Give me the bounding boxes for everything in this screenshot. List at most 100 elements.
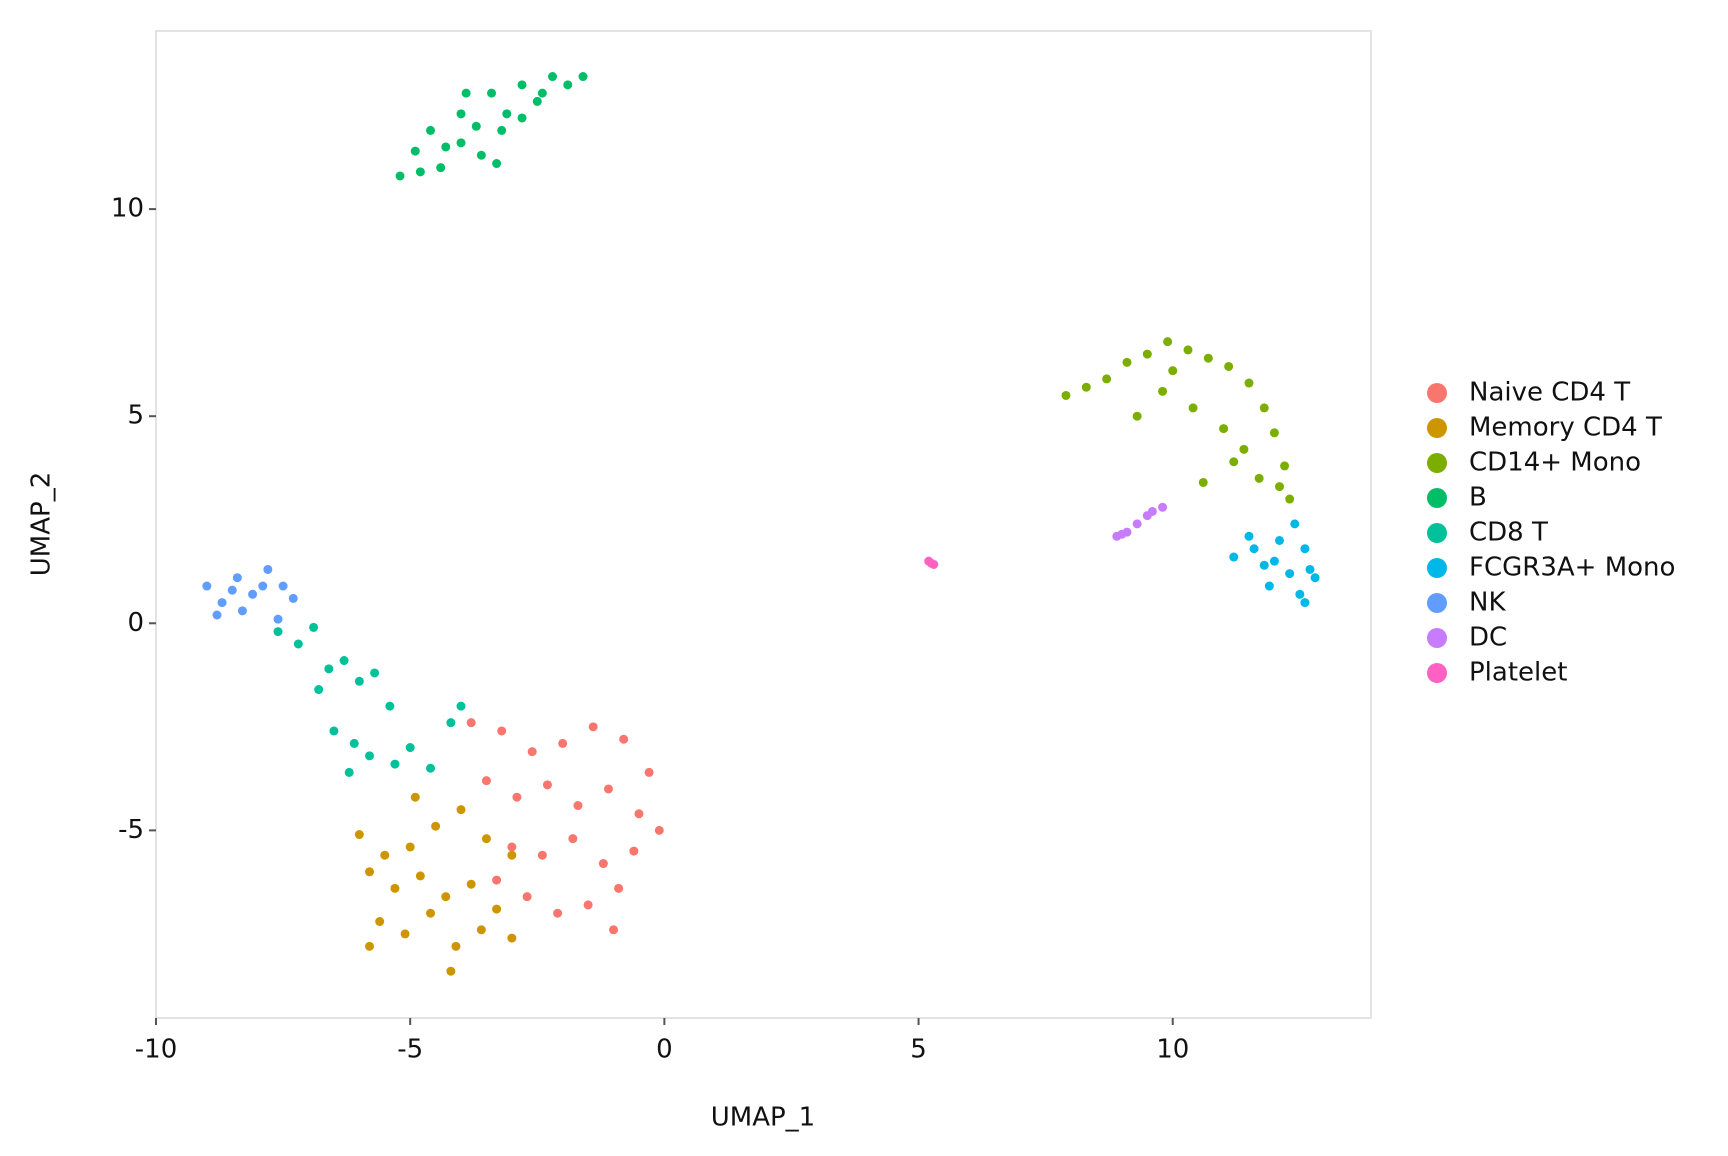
point <box>273 627 283 637</box>
point <box>263 564 273 574</box>
point <box>1102 374 1112 384</box>
legend-label: B <box>1469 483 1487 513</box>
point <box>237 606 247 616</box>
point <box>1081 382 1091 392</box>
point <box>578 72 588 82</box>
point <box>1239 444 1249 454</box>
point <box>1198 477 1208 487</box>
point <box>375 916 385 926</box>
point <box>390 759 400 769</box>
point <box>1310 573 1320 583</box>
point <box>1300 598 1310 608</box>
point <box>492 159 502 169</box>
point <box>481 776 491 786</box>
point <box>365 941 375 951</box>
point <box>324 664 334 674</box>
point <box>273 614 283 624</box>
legend-label: CD14+ Mono <box>1469 448 1641 478</box>
legend-key <box>1427 593 1447 613</box>
legend-key <box>1427 383 1447 403</box>
point <box>588 722 598 732</box>
legend-label: Platelet <box>1469 658 1567 688</box>
point <box>415 167 425 177</box>
point <box>1132 519 1142 529</box>
point <box>609 925 619 935</box>
x-tick-label: 5 <box>910 1035 927 1065</box>
point <box>492 875 502 885</box>
point <box>212 610 222 620</box>
point <box>227 585 237 595</box>
x-tick-label: 0 <box>656 1035 673 1065</box>
point <box>481 834 491 844</box>
point <box>1168 366 1178 376</box>
point <box>431 821 441 831</box>
point <box>583 900 593 910</box>
legend-key <box>1427 488 1447 508</box>
point <box>476 925 486 935</box>
point <box>1295 589 1305 599</box>
point <box>497 726 507 736</box>
legend-label: DC <box>1469 623 1507 653</box>
point <box>370 668 380 678</box>
point <box>1249 544 1259 554</box>
point <box>1122 357 1132 367</box>
point <box>354 830 364 840</box>
point <box>476 150 486 160</box>
point <box>507 933 517 943</box>
point <box>395 171 405 181</box>
point <box>537 88 547 98</box>
point <box>517 80 527 90</box>
point <box>634 809 644 819</box>
point <box>1274 482 1284 492</box>
point <box>487 88 497 98</box>
point <box>380 850 390 860</box>
point <box>456 109 466 119</box>
point <box>339 656 349 666</box>
point <box>644 767 654 777</box>
point <box>563 80 573 90</box>
point <box>278 581 288 591</box>
point <box>441 892 451 902</box>
point <box>1274 535 1284 545</box>
point <box>502 109 512 119</box>
point <box>426 908 436 918</box>
point <box>365 751 375 761</box>
point <box>1132 411 1142 421</box>
point <box>446 966 456 976</box>
point <box>1158 502 1168 512</box>
point <box>1259 403 1269 413</box>
legend-key <box>1427 453 1447 473</box>
point <box>1229 457 1239 467</box>
point <box>1259 560 1269 570</box>
point <box>426 763 436 773</box>
legend-key <box>1427 418 1447 438</box>
point <box>293 639 303 649</box>
point <box>365 867 375 877</box>
x-tick-label: -5 <box>397 1035 423 1065</box>
point <box>471 121 481 131</box>
point <box>497 125 507 135</box>
point <box>288 593 298 603</box>
point <box>614 883 624 893</box>
point <box>1142 349 1152 359</box>
point <box>619 734 629 744</box>
point <box>410 146 420 156</box>
legend-key <box>1427 628 1447 648</box>
point <box>426 125 436 135</box>
point <box>1244 378 1254 388</box>
point <box>1280 461 1290 471</box>
point <box>344 767 354 777</box>
point <box>436 163 446 173</box>
legend-label: NK <box>1469 588 1506 618</box>
point <box>456 805 466 815</box>
legend-label: FCGR3A+ Mono <box>1469 553 1675 583</box>
point <box>1290 519 1300 529</box>
point <box>548 72 558 82</box>
point <box>1269 556 1279 566</box>
point <box>558 738 568 748</box>
point <box>349 738 359 748</box>
y-tick-label: -5 <box>118 815 144 845</box>
point <box>517 113 527 123</box>
point <box>537 850 547 860</box>
point <box>507 850 517 860</box>
